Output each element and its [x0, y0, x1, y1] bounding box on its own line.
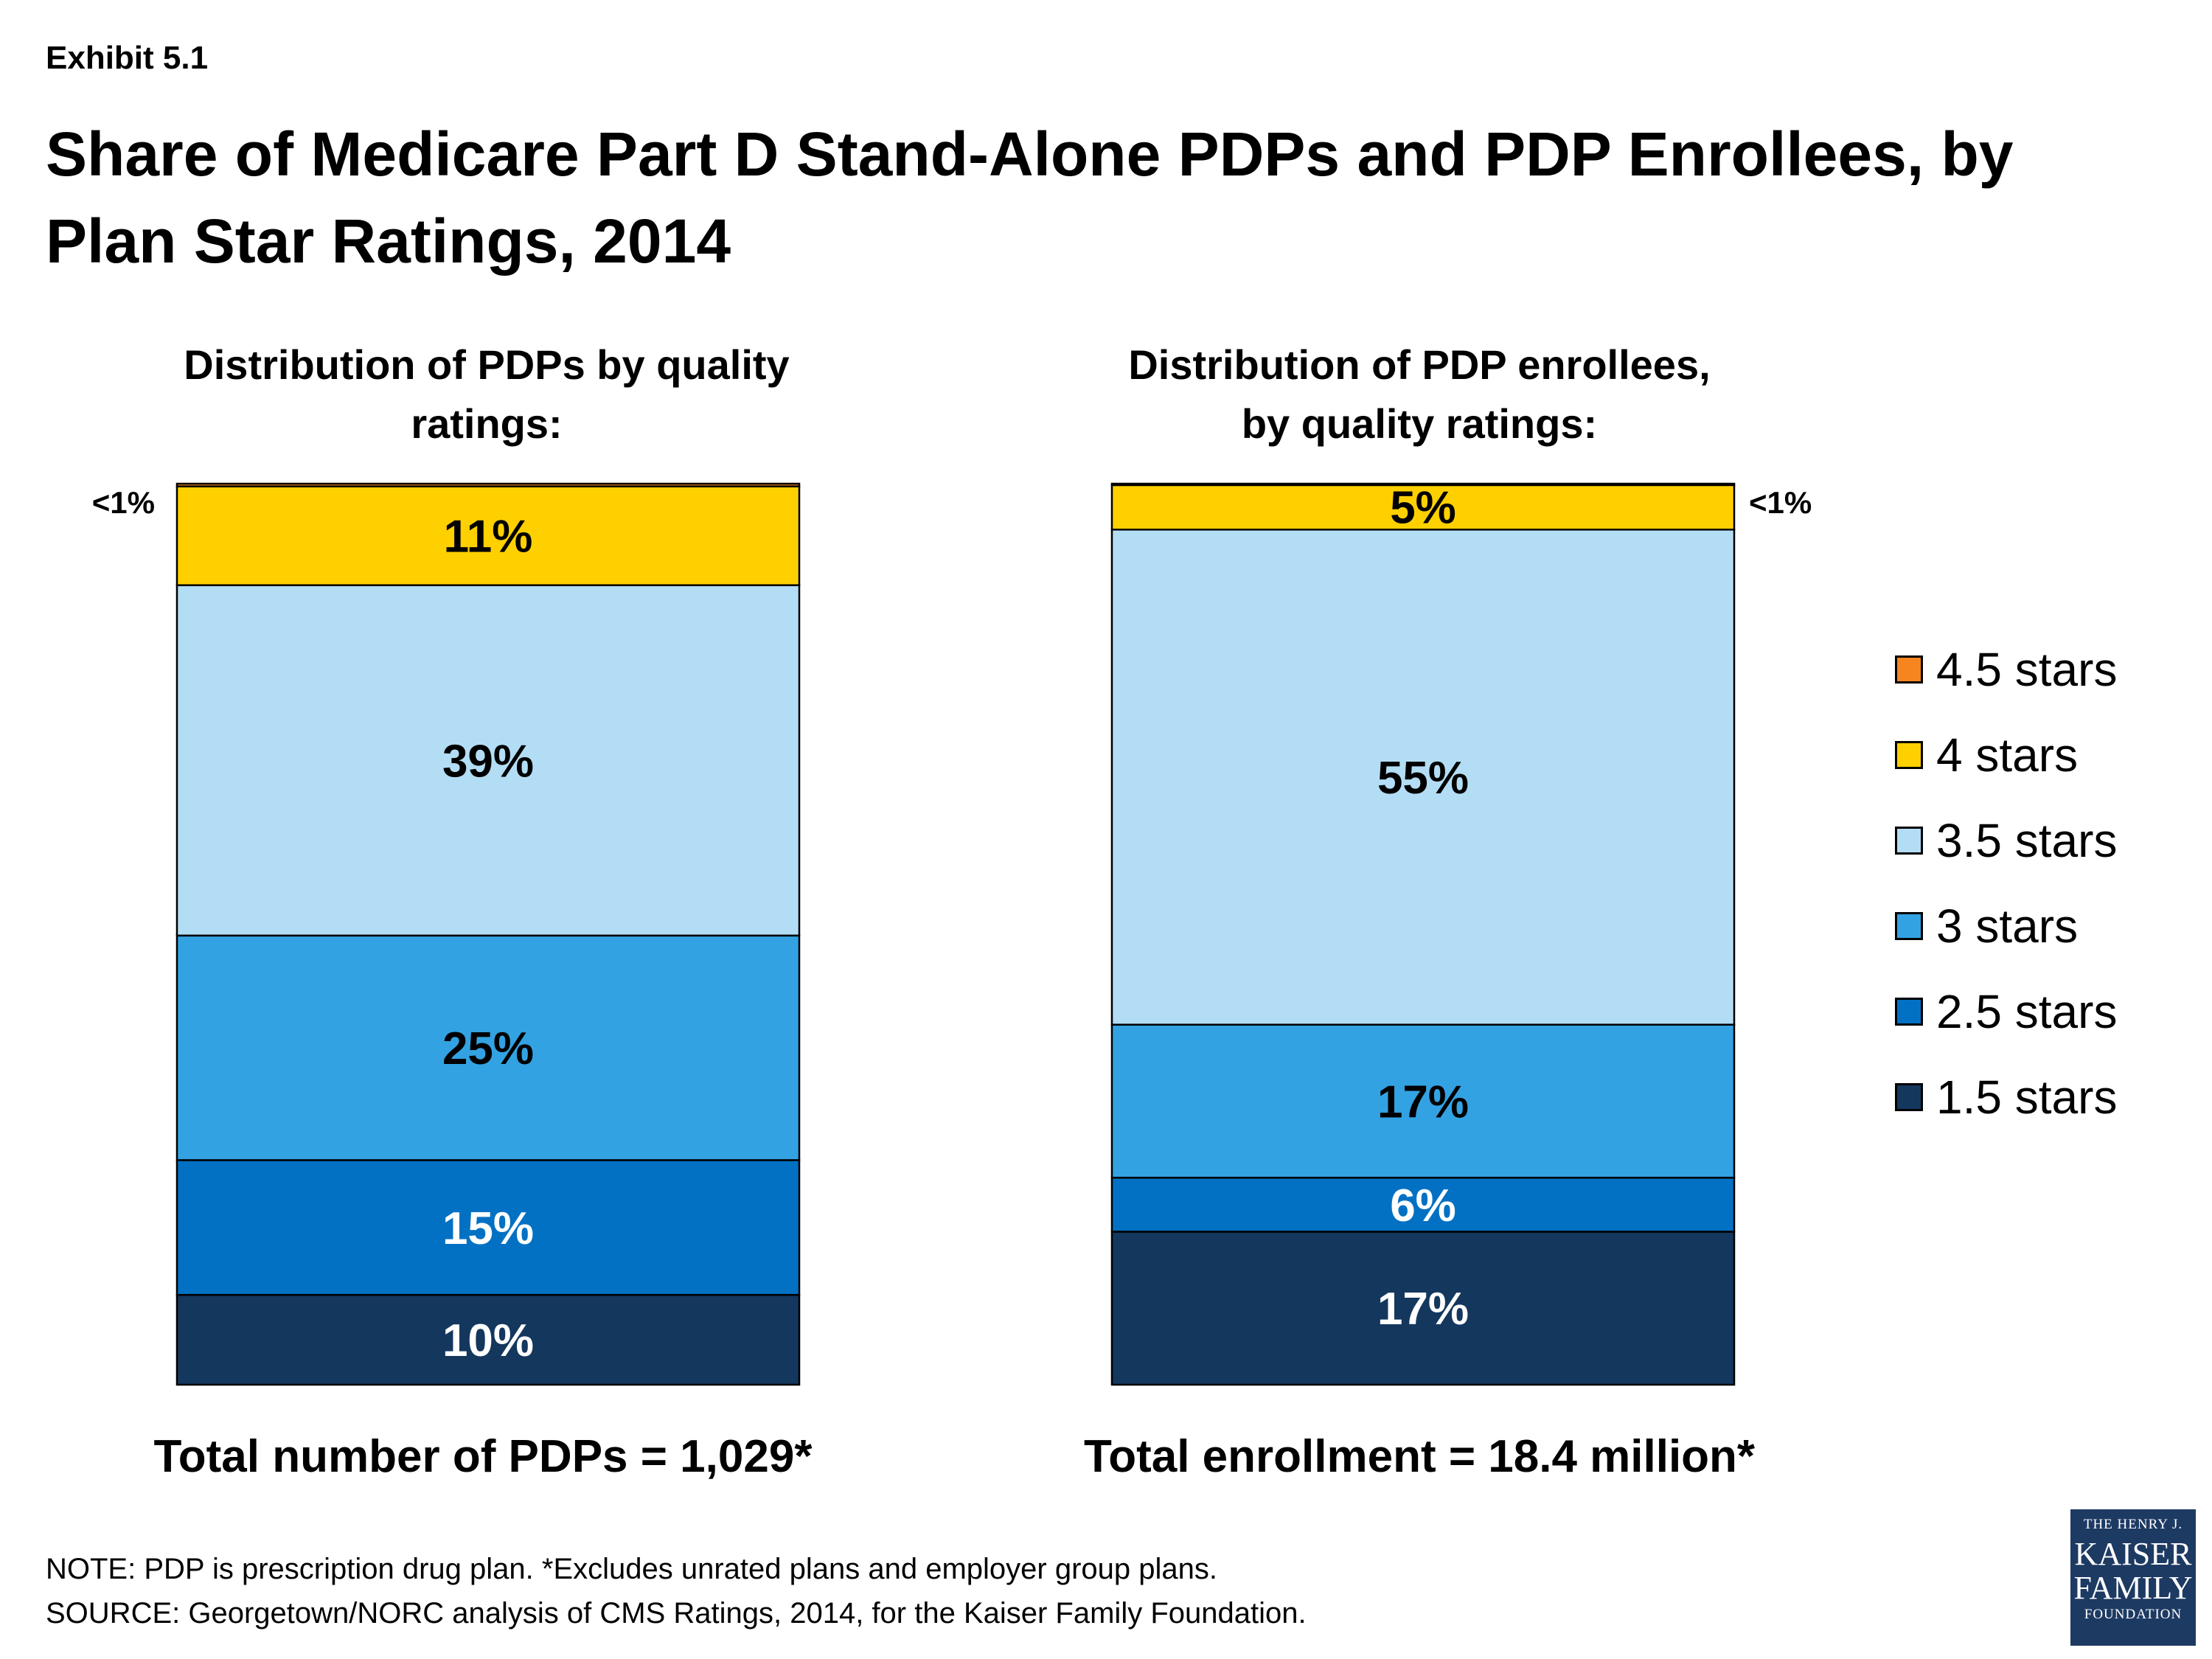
legend-swatch — [1895, 827, 1923, 855]
bar-segment-0-1 — [175, 1159, 801, 1296]
logo-line: FOUNDATION — [2084, 1607, 2183, 1622]
footnotes: NOTE: PDP is prescription drug plan. *Ex… — [46, 1547, 1307, 1635]
data-label-0-0: 10% — [442, 1315, 534, 1366]
logo-line: THE HENRY J. — [2083, 1517, 2183, 1532]
note-text: NOTE: PDP is prescription drug plan. *Ex… — [46, 1553, 1218, 1585]
legend-label: 3 stars — [1936, 900, 2079, 953]
left-chart-subtitle: Distribution of PDPs by quality ratings: — [184, 341, 790, 447]
logo-line: KAISER — [2074, 1536, 2192, 1572]
legend-swatch — [1895, 741, 1923, 769]
bar-segment-1-2 — [1110, 1023, 1736, 1179]
data-label-0-5: <1% — [92, 485, 155, 520]
legend-item-4-5-stars: 4.5 stars — [1895, 627, 2117, 712]
right-chart-subtitle: Distribution of PDP enrollees, by qualit… — [1128, 341, 1711, 447]
legend-item-3-stars: 3 stars — [1895, 883, 2117, 969]
data-label-1-4: 5% — [1390, 483, 1456, 534]
bar-segment-0-5 — [175, 482, 801, 487]
legend-label: 4 stars — [1936, 728, 2079, 782]
kff-logo: THE HENRY J. KAISER FAMILY FOUNDATION — [2070, 1509, 2196, 1646]
legend-item-3-5-stars: 3.5 stars — [1895, 798, 2117, 883]
data-label-0-2: 25% — [442, 1023, 534, 1074]
source-text: SOURCE: Georgetown/NORC analysis of CMS … — [46, 1597, 1307, 1630]
data-label-1-0: 17% — [1377, 1284, 1469, 1335]
data-label-1-2: 17% — [1377, 1077, 1469, 1127]
legend-label: 3.5 stars — [1936, 814, 2118, 867]
data-label-0-3: 39% — [442, 736, 534, 787]
data-label-0-4: 11% — [444, 512, 533, 563]
bar-segment-0-2 — [175, 934, 801, 1161]
legend-swatch — [1895, 1083, 1923, 1111]
legend-label: 2.5 stars — [1936, 985, 2118, 1038]
data-label-1-5: <1% — [1749, 485, 1812, 520]
legend-label: 4.5 stars — [1936, 643, 2118, 696]
bar-segment-0-4 — [175, 485, 801, 586]
bar-segment-1-5 — [1110, 482, 1736, 487]
data-label-1-1: 6% — [1390, 1180, 1456, 1231]
bar-segment-1-3 — [1110, 529, 1736, 1026]
legend-item-4-stars: 4 stars — [1895, 712, 2117, 798]
left-chart-total: Total number of PDPs = 1,029* — [153, 1431, 813, 1482]
legend-item-1-5-stars: 1.5 stars — [1895, 1054, 2117, 1140]
legend-label: 1.5 stars — [1936, 1071, 2118, 1124]
legend-swatch — [1895, 998, 1923, 1026]
legend: 4.5 stars 4 stars 3.5 stars 3 stars 2.5 … — [1895, 627, 2117, 1140]
bar-segment-1-4 — [1110, 483, 1736, 531]
bar-segment-1-1 — [1110, 1176, 1736, 1233]
legend-item-2-5-stars: 2.5 stars — [1895, 969, 2117, 1054]
bar-segment-0-0 — [175, 1293, 801, 1386]
logo-line: FAMILY — [2073, 1570, 2193, 1606]
legend-swatch — [1895, 912, 1923, 940]
exhibit-number: Exhibit 5.1 — [46, 40, 209, 76]
right-chart-total: Total enrollment = 18.4 million* — [1083, 1431, 1756, 1482]
bar-segment-1-0 — [1110, 1231, 1736, 1386]
legend-swatch — [1895, 655, 1923, 684]
page-title: Share of Medicare Part D Stand-Alone PDP… — [46, 119, 2014, 276]
data-label-0-1: 15% — [442, 1203, 534, 1254]
data-label-1-3: 55% — [1377, 753, 1469, 804]
